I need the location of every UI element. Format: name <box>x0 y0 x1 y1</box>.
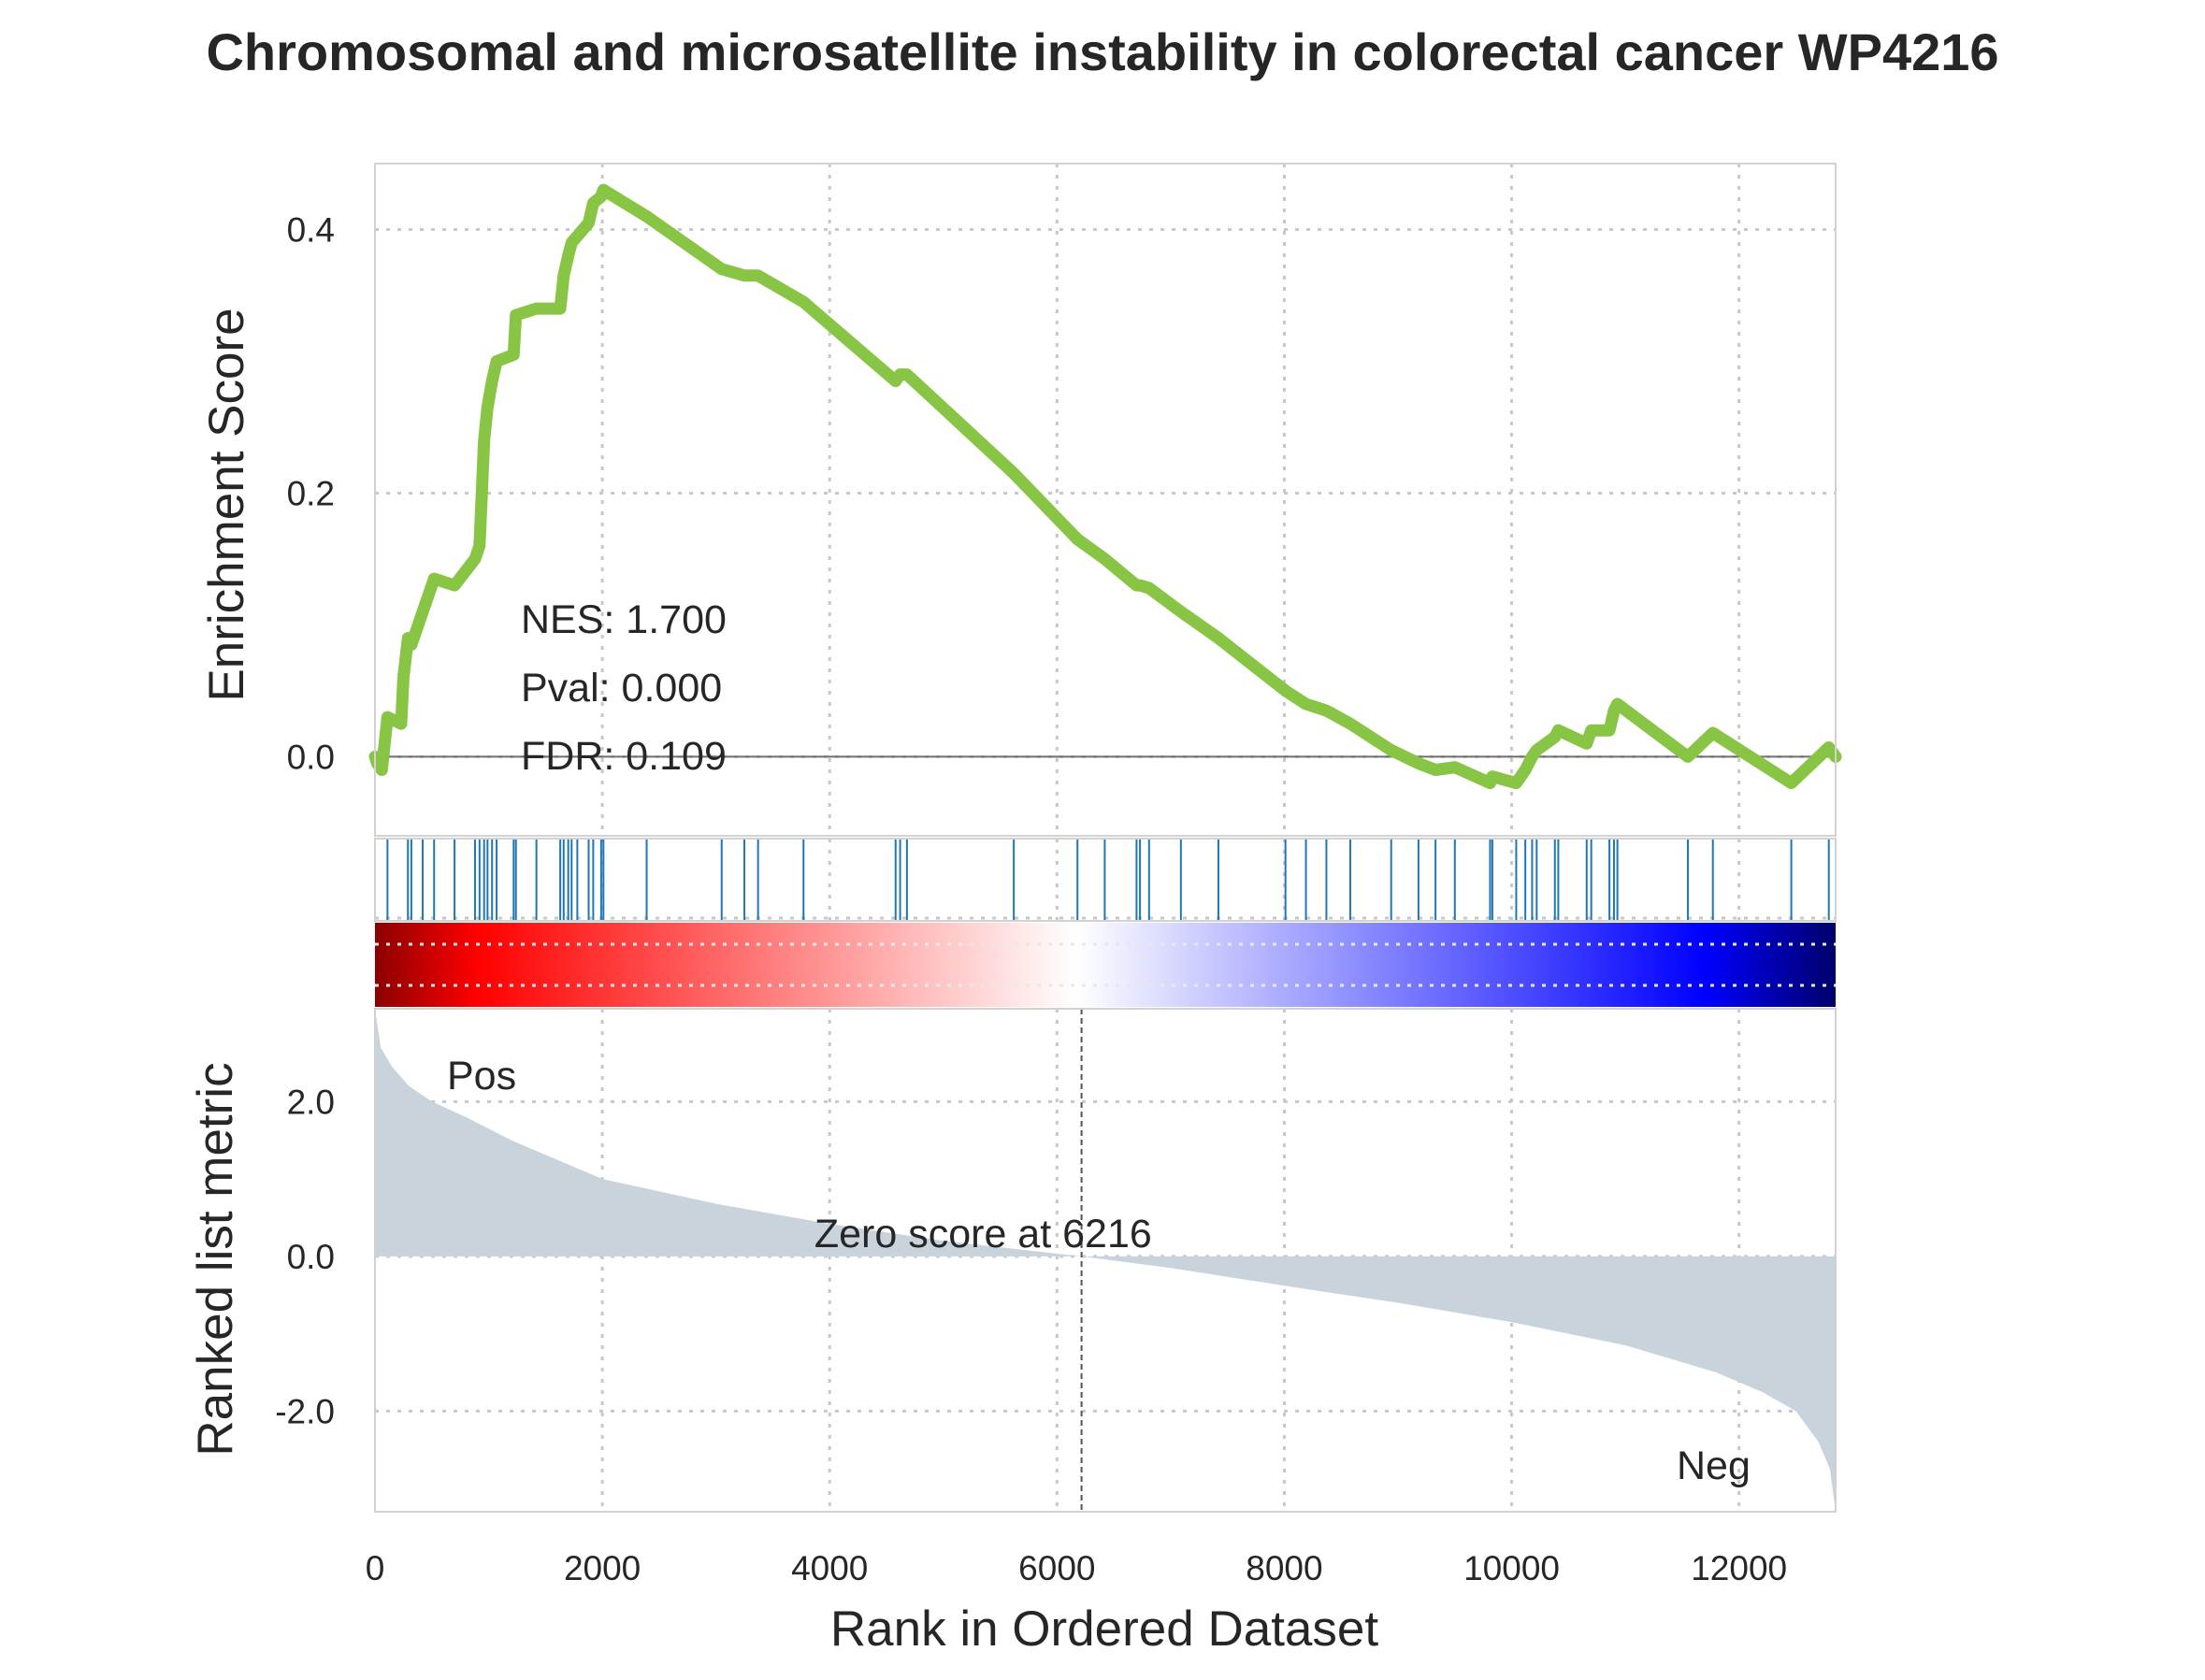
y-tick-label: 0.4 <box>287 210 335 249</box>
hits-frame <box>374 838 1837 922</box>
x-axis-label: Rank in Ordered Dataset <box>830 1601 1379 1657</box>
gene-hit-marks <box>386 839 1830 921</box>
x-tick-label: 6000 <box>1018 1549 1095 1587</box>
neg-label: Neg <box>1677 1443 1751 1488</box>
x-tick-label: 0 <box>366 1549 385 1587</box>
x-axis-ticks: 0 2000 4000 6000 8000 10000 12000 <box>366 1549 1787 1587</box>
nes-stat: NES: 1.700 <box>521 597 727 642</box>
enrichment-y-ticks: 0.0 0.2 0.4 <box>287 210 335 776</box>
enrichment-frame <box>374 163 1837 837</box>
ranked-metric-panel: Zero score at 6216 Pos Neg 2.0 0.0 -2.0 Ra… <box>188 1008 1837 1513</box>
pval-stat: Pval: 0.000 <box>521 666 722 711</box>
pos-label: Pos <box>447 1054 516 1098</box>
ranked-y-axis-label: Ranked list metric <box>188 1062 243 1456</box>
fdr-stat: FDR: 0.109 <box>521 734 727 779</box>
colorbar-panel <box>375 923 1836 1007</box>
ranked-grid <box>375 1009 1836 1512</box>
y-tick-label: -2.0 <box>275 1392 335 1430</box>
y-tick-label: 0.0 <box>287 1238 335 1276</box>
chart-title: Chromosomal and microsatellite instabili… <box>206 22 1998 81</box>
x-tick-label: 12000 <box>1691 1549 1787 1587</box>
y-tick-label: 0.2 <box>287 474 335 512</box>
ranked-metric-area <box>375 1009 1836 1512</box>
y-tick-label: 2.0 <box>287 1083 335 1121</box>
x-tick-label: 4000 <box>791 1549 868 1587</box>
enrichment-panel: NES: 1.700 Pval: 0.000 FDR: 0.109 0.0 0.2… <box>199 163 1842 837</box>
rank-colorbar <box>375 923 1836 1007</box>
ranked-frame <box>374 1008 1837 1513</box>
hits-panel <box>374 838 1837 922</box>
x-tick-label: 8000 <box>1246 1549 1322 1587</box>
ranked-y-ticks: 2.0 0.0 -2.0 <box>275 1083 335 1430</box>
x-tick-label: 10000 <box>1463 1549 1560 1587</box>
enrichment-score-line <box>368 183 1842 790</box>
zero-score-label: Zero score at 6216 <box>814 1212 1152 1256</box>
enrichment-y-axis-label: Enrichment Score <box>199 308 254 701</box>
y-tick-label: 0.0 <box>287 738 335 776</box>
x-tick-label: 2000 <box>564 1549 641 1587</box>
